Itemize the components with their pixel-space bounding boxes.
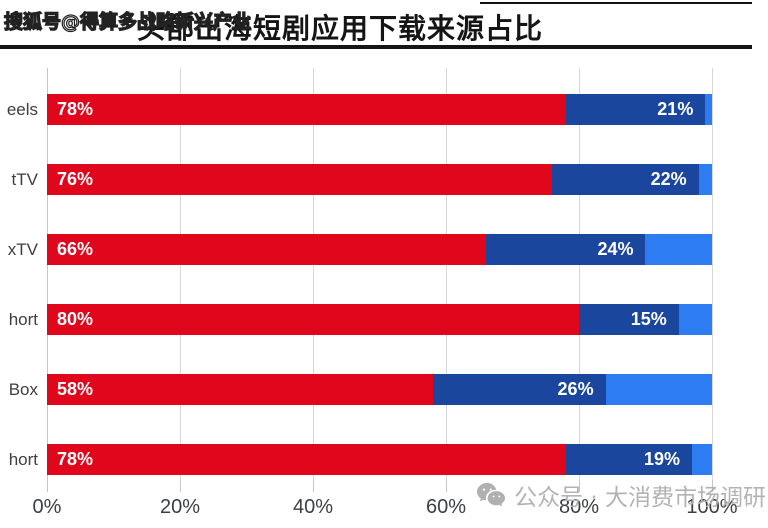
axis-tick <box>711 480 713 492</box>
segment-dark-blue: 24% <box>485 234 646 265</box>
title-underline <box>0 45 752 49</box>
segment-light-blue <box>698 164 712 195</box>
chart-title: 头部出海短剧应用下载来源占比 <box>136 12 543 45</box>
segment-dark-blue: 22% <box>552 164 699 195</box>
bar-value-label: 78% <box>57 449 94 469</box>
segment-dark-blue: 19% <box>565 444 693 475</box>
bar-value-label: 21% <box>657 99 694 119</box>
segment-light-blue <box>605 374 712 405</box>
segment-red: 58% <box>47 374 433 405</box>
segment-light-blue <box>645 234 712 265</box>
bar-value-label: 15% <box>630 309 667 329</box>
bar-value-label: 26% <box>557 379 594 399</box>
bar-row: 78% 21% <box>47 94 712 125</box>
category-label: Box <box>8 380 38 399</box>
category-label: xTV <box>7 240 38 259</box>
axis-tick <box>179 480 181 492</box>
bar-row: 66% 24% <box>47 234 712 265</box>
bar-value-label: 19% <box>644 449 681 469</box>
segment-red: 66% <box>47 234 486 265</box>
bar-row: 80% 15% <box>47 304 712 335</box>
bar-row: 78% 19% <box>47 444 712 475</box>
bar-row: 58% 26% <box>47 374 712 405</box>
segment-red: 80% <box>47 304 579 335</box>
gridline <box>179 68 181 480</box>
segment-red: 76% <box>47 164 553 195</box>
bar-value-label: 78% <box>57 99 94 119</box>
watermark-top-left: 搜狐号@得算多战略新兴产业 <box>3 10 252 33</box>
segment-red: 78% <box>47 444 566 475</box>
axis-tick <box>578 480 580 492</box>
bar-value-label: 58% <box>57 379 94 399</box>
category-label: tTV <box>11 170 38 189</box>
x-axis-tick-label: 80% <box>558 496 600 518</box>
segment-dark-blue: 21% <box>565 94 706 125</box>
top-border-line <box>480 2 752 4</box>
x-axis-tick-label: 100% <box>686 496 738 518</box>
segment-light-blue <box>692 444 712 475</box>
gridline <box>578 68 580 480</box>
bar-value-label: 66% <box>57 239 94 259</box>
axis-tick <box>46 480 48 492</box>
category-label: hort <box>8 450 38 469</box>
x-axis-tick-label: 0% <box>32 496 62 518</box>
bar-value-label: 22% <box>650 169 687 189</box>
x-axis-tick-label: 40% <box>292 496 334 518</box>
y-axis-line <box>46 68 48 480</box>
watermark-bottom-text: 公众号 · 大消费市场调研 <box>514 485 766 511</box>
axis-tick <box>312 480 314 492</box>
category-label: hort <box>8 310 38 329</box>
gridline <box>711 68 713 480</box>
segment-red: 78% <box>47 94 566 125</box>
gridline <box>445 68 447 480</box>
segment-dark-blue: 26% <box>432 374 606 405</box>
watermark-bottom-right: 公众号 · 大消费市场调研 <box>475 478 766 512</box>
segment-light-blue <box>705 94 712 125</box>
axis-tick <box>445 480 447 492</box>
gridline <box>312 68 314 480</box>
x-axis-tick-label: 60% <box>425 496 467 518</box>
bar-value-label: 24% <box>597 239 634 259</box>
bar-value-label: 76% <box>57 169 94 189</box>
bar-value-label: 80% <box>57 309 94 329</box>
wechat-icon <box>475 482 507 509</box>
segment-dark-blue: 15% <box>579 304 679 335</box>
x-axis-tick-label: 20% <box>159 496 201 518</box>
category-label: eels <box>6 100 38 119</box>
segment-light-blue <box>678 304 712 335</box>
bar-row: 76% 22% <box>47 164 712 195</box>
